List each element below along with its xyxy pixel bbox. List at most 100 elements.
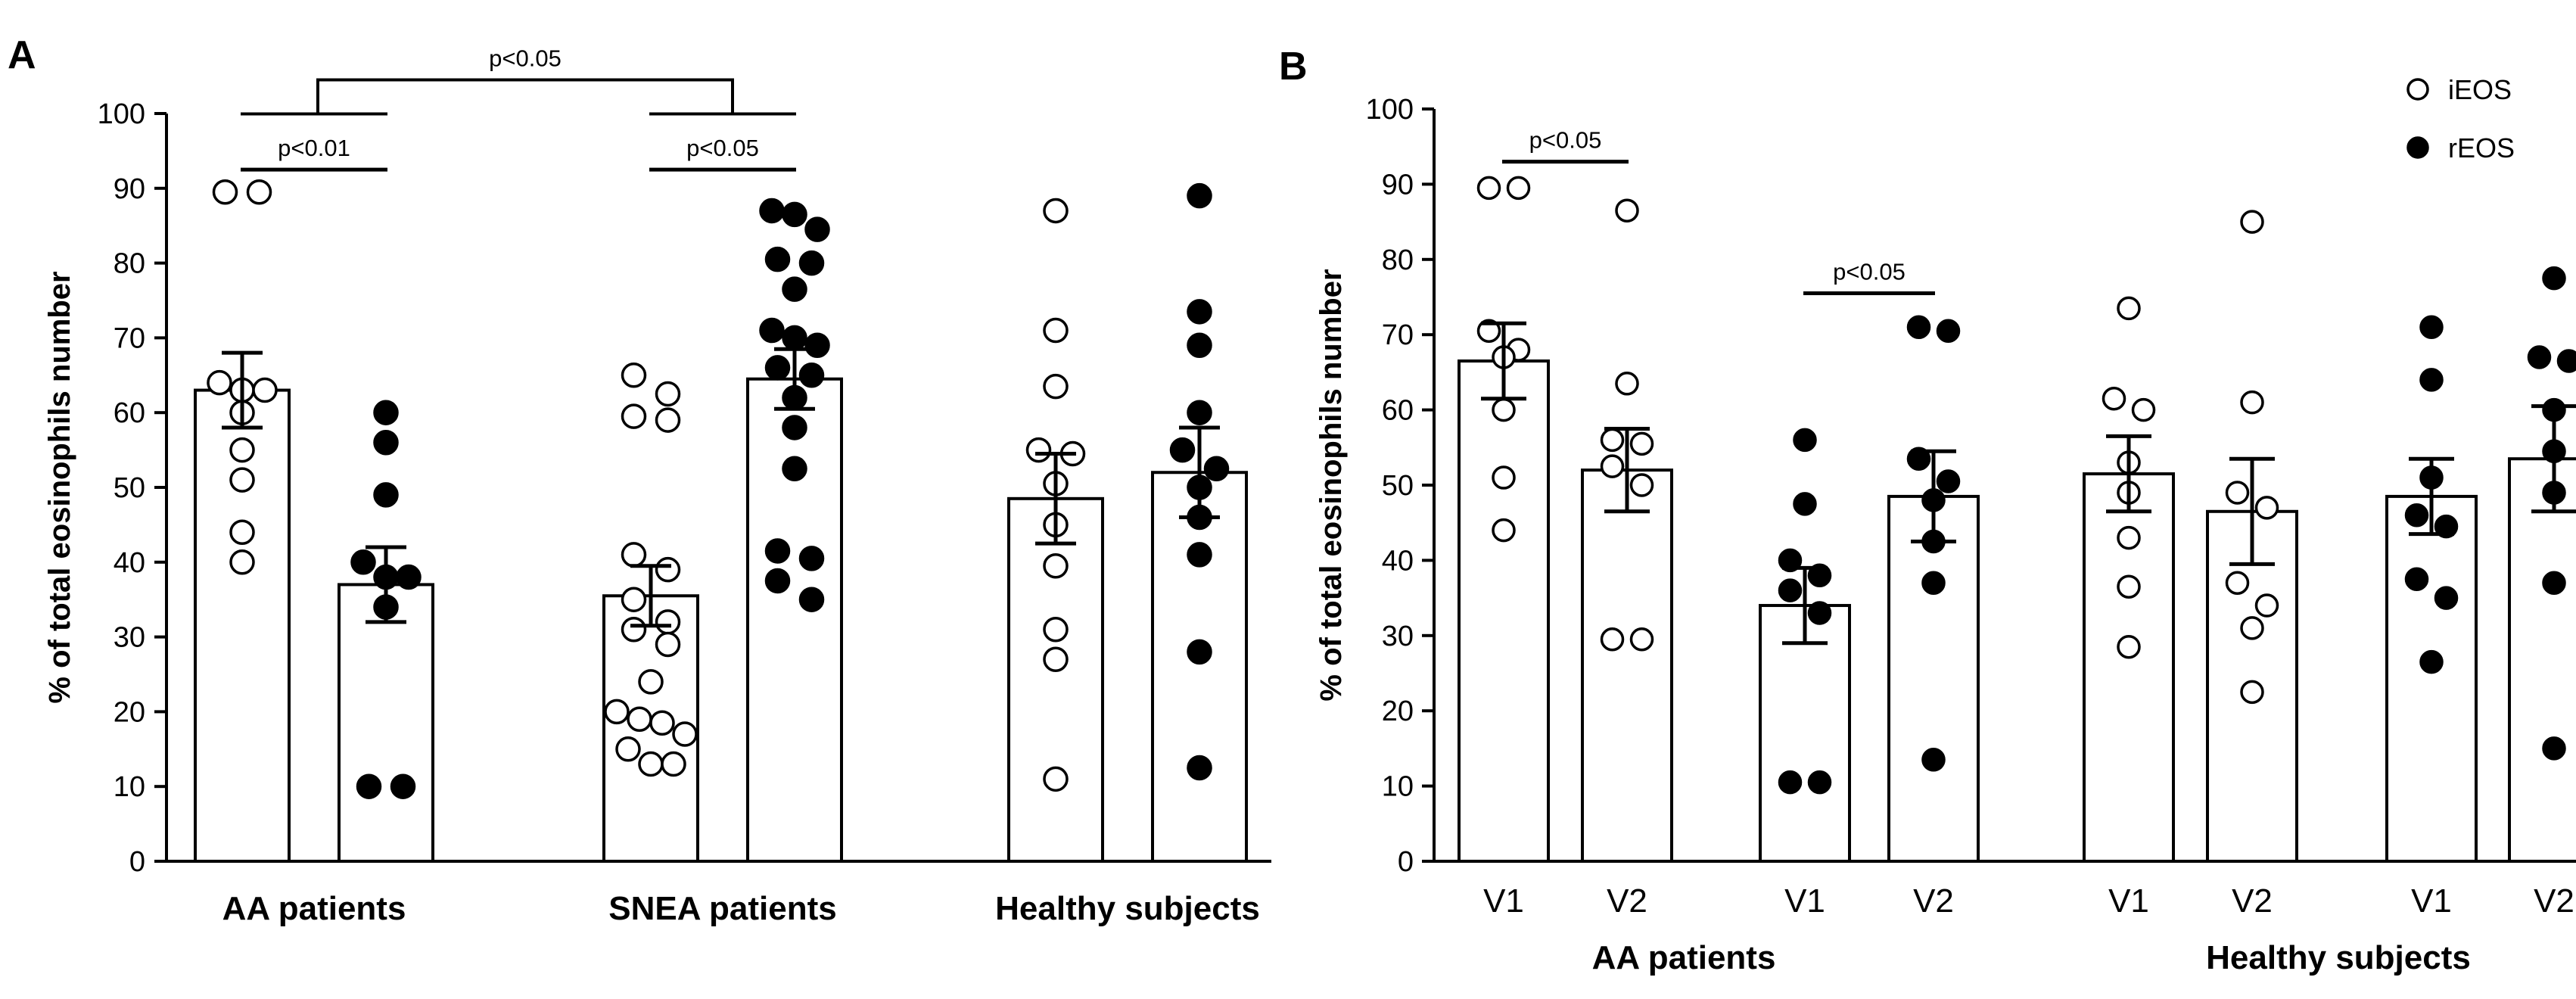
panel-a-bar-snea-patients-ieos-point xyxy=(655,631,681,658)
panel-b-bar-aa-patients-reos-v1-point xyxy=(1778,548,1803,573)
panel-b-letter: B xyxy=(1279,45,1308,89)
panel-a-chart: 0 10 20 30 40 50 60 70 80 90 100 % of total eosinop… xyxy=(43,45,1271,927)
panel-a-bar-snea-patients-reos-point xyxy=(798,363,825,388)
panel-a-bar-snea-patients-ieos-point xyxy=(655,556,681,583)
panel-a-bar-aa-patients-ieos xyxy=(194,388,291,863)
panel-a-p-value-label: p<0.05 xyxy=(489,45,562,72)
panel-a-bar-healthy-subjects-reos-point xyxy=(1187,639,1212,665)
panel-b-bar-aa-patients-reos-v1 xyxy=(1759,604,1851,863)
panel-b-bar-healthy-subjects-ieos-v2-point xyxy=(2225,571,2250,595)
panel-a-bar-aa-patients-ieos-point xyxy=(229,467,255,493)
panel-a-bar-healthy-subjects-ieos-point xyxy=(1043,198,1069,224)
panel-b-bar-aa-patients-ieos-v2-point xyxy=(1615,198,1639,223)
panel-a-bar-aa-patients-ieos-point xyxy=(229,549,255,575)
panel-a-group-label: AA patients xyxy=(222,890,406,927)
panel-a-bar-snea-patients-ieos-point xyxy=(655,609,681,635)
panel-b-bar-healthy-subjects-reos-v2-point xyxy=(2527,345,2552,369)
panel-b-bar-aa-patients-ieos-v2-point xyxy=(1615,372,1639,396)
panel-a-bar-snea-patients-ieos-point xyxy=(621,403,647,429)
panel-b-bar-aa-patients-reos-v2-point xyxy=(1906,447,1931,471)
panel-b-visit-label: V2 xyxy=(2232,882,2273,920)
panel-b-bar-aa-patients-ieos-v1-point xyxy=(1492,518,1516,543)
panel-b-legend-marker-reos xyxy=(2406,136,2429,159)
panel-b-bar-aa-patients-reos-v2-point xyxy=(1921,748,1946,772)
panel-b-bar-healthy-subjects-ieos-v2-point xyxy=(2254,593,2279,618)
panel-b-bar-aa-patients-ieos-v1-point xyxy=(1476,176,1501,201)
panel-b-y-tick-label: 30 xyxy=(1382,621,1414,652)
panel-a-bar-snea-patients-reos-point xyxy=(759,198,785,224)
panel-b-visit-label: V2 xyxy=(1913,882,1954,920)
panel-a-y-tick-label: 60 xyxy=(114,397,145,429)
panel-b-bar-healthy-subjects-reos-v1 xyxy=(2385,494,2478,863)
panel-b-bar-healthy-subjects-reos-v1-point xyxy=(2434,514,2459,539)
panel-a-letter: A xyxy=(8,33,36,77)
panel-a-bar-healthy-subjects-ieos-point xyxy=(1043,552,1069,579)
panel-b-visit-label: V1 xyxy=(1784,882,1825,920)
panel-b-bar-aa-patients-ieos-v2-point xyxy=(1629,431,1654,456)
panel-a-bar-healthy-subjects-reos-point xyxy=(1187,332,1212,359)
panel-a-bar-snea-patients-ieos-point xyxy=(649,710,675,736)
panel-b-bar-healthy-subjects-ieos-v2-point xyxy=(2240,390,2264,415)
panel-b-visit-label: V1 xyxy=(1483,882,1524,920)
panel-a-bar-snea-patients-ieos-point xyxy=(621,542,647,568)
panel-a-bar-healthy-subjects-ieos-point xyxy=(1043,616,1069,643)
panel-b-y-tick-label: 40 xyxy=(1382,545,1414,577)
panel-a-group-label: SNEA patients xyxy=(608,890,837,927)
panel-a-y-axis-title: % of total eosinophils number xyxy=(43,271,76,703)
panel-a-bar-snea-patients-reos-point xyxy=(782,276,807,302)
panel-b-legend-marker-ieos xyxy=(2406,78,2429,101)
panel-b-visit-label: V1 xyxy=(2108,882,2149,920)
panel-a-bar-aa-patients-reos-point xyxy=(373,482,399,508)
panel-b-bar-healthy-subjects-ieos-v1-point xyxy=(2131,397,2156,422)
panel-a-bar-snea-patients-reos-point xyxy=(782,456,807,482)
panel-b-bar-healthy-subjects-reos-v1-point xyxy=(2434,586,2459,610)
panel-a-bar-aa-patients-ieos-point xyxy=(252,377,278,403)
panel-a-p-value-label: p<0.01 xyxy=(278,135,350,161)
panel-a-bar-healthy-subjects-reos xyxy=(1151,471,1248,863)
panel-a-bar-aa-patients-reos xyxy=(338,583,434,863)
panel-b-bar-healthy-subjects-ieos-v2-point xyxy=(2240,680,2264,705)
panel-a-bar-snea-patients-ieos-point xyxy=(615,736,641,762)
panel-a-bar-snea-patients-reos-point xyxy=(782,415,807,440)
panel-b-p-value-label: p<0.05 xyxy=(1833,259,1906,285)
panel-a-bar-aa-patients-ieos-point xyxy=(229,519,255,546)
panel-a-y-tick-label: 20 xyxy=(114,696,145,728)
panel-a-bar-aa-patients-reos-point xyxy=(390,773,416,799)
panel-b-bar-healthy-subjects-ieos-v1-point xyxy=(2117,574,2141,599)
panel-a-y-tick-label: 70 xyxy=(114,322,145,354)
panel-a-y-tick-label: 10 xyxy=(114,771,145,803)
panel-b-bar-healthy-subjects-ieos-v1-point xyxy=(2102,386,2126,411)
panel-b-bar-healthy-subjects-ieos-v2-point xyxy=(2254,496,2279,520)
panel-b-y-tick-label: 80 xyxy=(1382,244,1414,276)
panel-b-bar-aa-patients-ieos-v1-point xyxy=(1492,397,1516,422)
panel-a-bar-snea-patients-reos-point xyxy=(764,246,791,272)
panel-b-visit-label: V2 xyxy=(2534,882,2574,920)
panel-b-chart: 0 10 20 30 40 50 60 70 80 90 100 % of total eosinop… xyxy=(1314,74,2576,976)
panel-a-bar-snea-patients-ieos-point xyxy=(655,381,681,407)
panel-a-bar-aa-patients-ieos-point xyxy=(212,179,238,205)
panel-b-bar-healthy-subjects-reos-v1-point xyxy=(2419,368,2444,392)
panel-b-bar-aa-patients-reos-v2-point xyxy=(1921,571,1946,595)
panel-a-bar-healthy-subjects-reos-point xyxy=(1187,182,1212,209)
panel-a-bar-snea-patients-reos-point xyxy=(764,538,791,564)
panel-b-bar-aa-patients-ieos-v2-point xyxy=(1600,627,1625,652)
panel-a-bar-snea-patients-reos-point xyxy=(804,216,830,242)
panel-b-bar-aa-patients-ieos-v2 xyxy=(1581,468,1673,863)
panel-b-bar-healthy-subjects-reos-v2-point xyxy=(2542,736,2566,761)
panel-b-bar-aa-patients-ieos-v1-point xyxy=(1492,465,1516,490)
panel-a-bar-aa-patients-reos-point xyxy=(396,564,422,590)
panel-b-bar-aa-patients-ieos-v1-point xyxy=(1506,176,1531,201)
panel-b-bar-healthy-subjects-ieos-v2-point xyxy=(2240,616,2264,640)
panel-a-y-tick-label: 100 xyxy=(98,98,145,130)
panel-a-bar-snea-patients-reos xyxy=(746,377,843,863)
panel-a-bar-snea-patients-ieos-point xyxy=(672,721,698,747)
panel-b-bar-aa-patients-reos-v1-point xyxy=(1807,563,1832,588)
panel-b-bar-healthy-subjects-reos-v2-point xyxy=(2542,571,2566,595)
panel-a-bar-snea-patients-ieos-point xyxy=(661,751,686,777)
panel-a-y-tick-label: 40 xyxy=(114,547,145,579)
panel-b-bar-aa-patients-ieos-v2-point xyxy=(1629,627,1654,652)
panel-a-bar-snea-patients-ieos-point xyxy=(621,363,647,388)
panel-b-bar-healthy-subjects-reos-v2 xyxy=(2508,457,2576,863)
panel-a-bar-healthy-subjects-reos-point xyxy=(1203,456,1230,482)
panel-a-bar-aa-patients-ieos-point xyxy=(246,179,272,205)
